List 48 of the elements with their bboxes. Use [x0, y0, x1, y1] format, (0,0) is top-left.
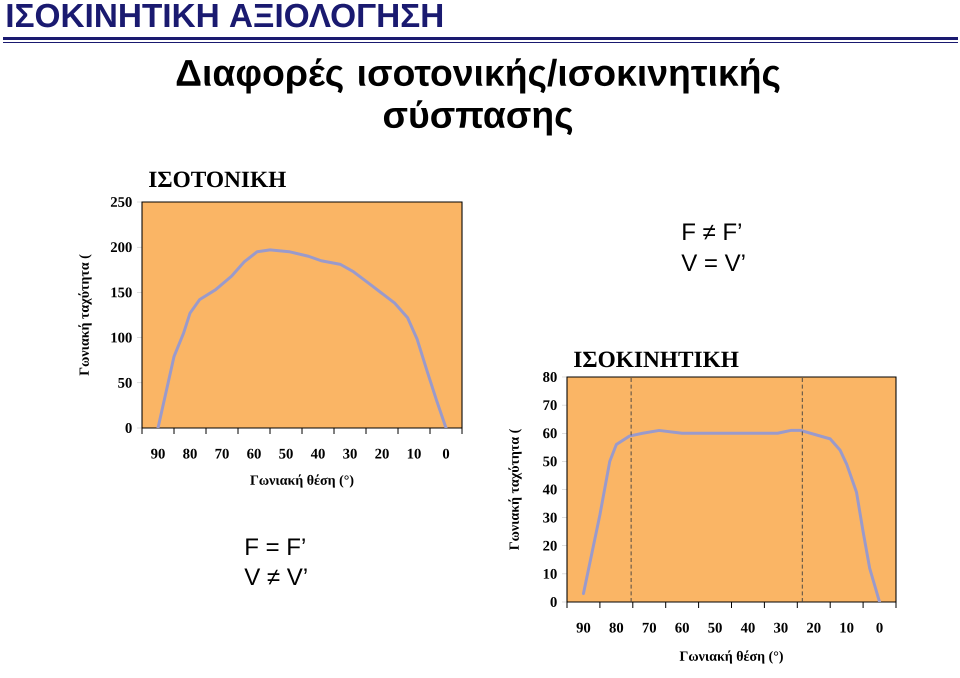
x-tick-label: 80: [609, 622, 624, 633]
x-tick-label: 50: [708, 622, 722, 633]
x-tick-label: 0: [442, 448, 450, 459]
x-tick-label: 70: [216, 448, 229, 459]
x-tick-label: 50: [279, 448, 293, 459]
y-tick-label: 70: [543, 400, 557, 410]
x-tick-label: 60: [675, 622, 689, 633]
y-tick-label: 40: [542, 484, 557, 494]
y-tick-label: 20: [543, 540, 557, 551]
x-tick-label: 40: [740, 622, 755, 633]
text: F = F’: [246, 538, 305, 555]
text: V ≠ V’: [244, 568, 307, 585]
line-series: [156, 248, 448, 428]
y-tick-label: 60: [543, 428, 557, 438]
chart-title: ΙΣΟΚΙΝΗΤΙΚΗ: [574, 352, 739, 368]
y-tick-label: 200: [110, 242, 132, 252]
y-tick-label: 0: [126, 423, 132, 433]
x-tick-label: 10: [408, 448, 421, 459]
x-tick-label: 10: [840, 622, 854, 633]
x-tick-label: 90: [151, 448, 165, 459]
x-tick-label: 20: [375, 448, 389, 459]
x-tick-label: 30: [774, 622, 788, 633]
y-tick-label: 30: [543, 512, 557, 523]
y-tick-label: 50: [543, 456, 557, 466]
x-tick-label: 0: [876, 622, 883, 633]
y-tick-label: 0: [550, 597, 557, 607]
x-axis-title: Γωνιακή θέση (°): [680, 650, 783, 664]
text: F ≠ F’: [683, 223, 741, 240]
x-tick-label: 80: [183, 448, 197, 459]
text: ΙΣΟΚΙΝΗΤΙΚΗ ΑΞΙΟΛΟΓΗΣΗ: [8, 4, 442, 28]
y-tick-label: 250: [110, 197, 132, 207]
y-tick-label: 50: [118, 378, 132, 388]
x-tick-label: 90: [576, 622, 590, 633]
y-tick-label: 100: [111, 332, 132, 343]
y-axis-title: Γωνιακή ταχύτητα (: [78, 254, 92, 376]
y-axis-title: Γωνιακή ταχύτητα (: [508, 429, 522, 550]
text: V = V’: [681, 254, 744, 271]
x-tick-label: 30: [343, 448, 357, 459]
x-tick-label: 20: [807, 622, 821, 633]
y-tick-label: 150: [111, 287, 132, 298]
chart-title: ΙΣΟΤΟΝΙΚΗ: [149, 172, 286, 188]
x-axis-title: Γωνιακή θέση (°): [250, 474, 354, 488]
y-tick-label: 80: [543, 372, 557, 382]
x-tick-label: 70: [642, 622, 656, 633]
x-tick-label: 60: [247, 448, 261, 459]
text: Διαφορές ισοτονικής/ισοκινητικής σύσπασης: [176, 58, 780, 136]
y-tick-label: 10: [544, 568, 557, 579]
x-tick-label: 40: [310, 448, 325, 459]
